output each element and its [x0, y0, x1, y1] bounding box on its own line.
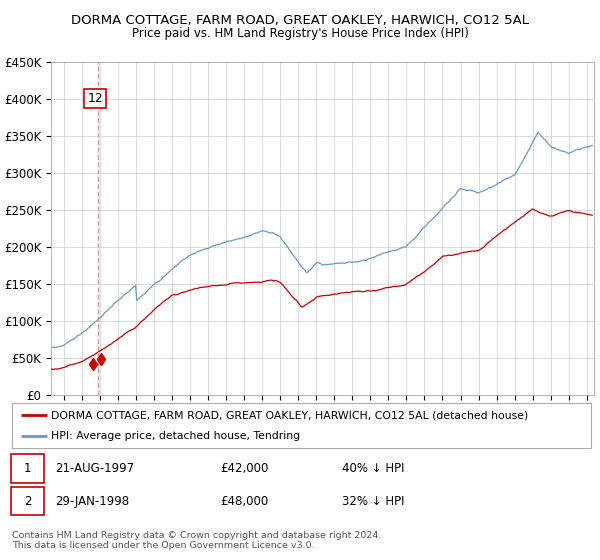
Text: HPI: Average price, detached house, Tendring: HPI: Average price, detached house, Tend…: [52, 431, 301, 441]
Text: £48,000: £48,000: [220, 494, 269, 507]
FancyBboxPatch shape: [11, 487, 44, 515]
Text: DORMA COTTAGE, FARM ROAD, GREAT OAKLEY, HARWICH, CO12 5AL (detached house): DORMA COTTAGE, FARM ROAD, GREAT OAKLEY, …: [52, 410, 529, 421]
Text: £42,000: £42,000: [220, 462, 269, 475]
Text: Contains HM Land Registry data © Crown copyright and database right 2024.
This d: Contains HM Land Registry data © Crown c…: [12, 531, 382, 550]
Text: DORMA COTTAGE, FARM ROAD, GREAT OAKLEY, HARWICH, CO12 5AL: DORMA COTTAGE, FARM ROAD, GREAT OAKLEY, …: [71, 14, 529, 27]
FancyBboxPatch shape: [11, 454, 44, 483]
Text: 21-AUG-1997: 21-AUG-1997: [55, 462, 134, 475]
Text: 29-JAN-1998: 29-JAN-1998: [55, 494, 130, 507]
Text: 40% ↓ HPI: 40% ↓ HPI: [342, 462, 404, 475]
Text: 2: 2: [24, 494, 31, 507]
Text: 32% ↓ HPI: 32% ↓ HPI: [342, 494, 404, 507]
Text: Price paid vs. HM Land Registry's House Price Index (HPI): Price paid vs. HM Land Registry's House …: [131, 27, 469, 40]
Text: 1: 1: [24, 462, 31, 475]
Text: 12: 12: [88, 92, 103, 105]
